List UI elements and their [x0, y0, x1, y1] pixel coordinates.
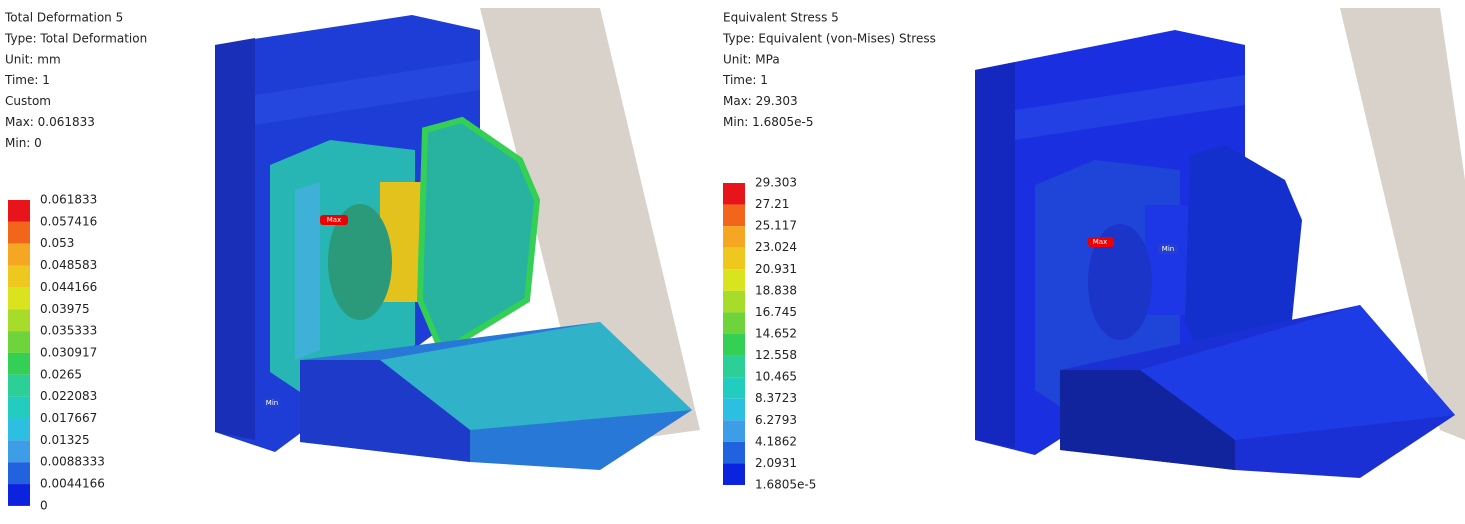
legend-label: 25.117 [755, 219, 797, 233]
header-line: Type: Equivalent (von-Mises) Stress [722, 31, 936, 45]
legend-label: 0.0044166 [40, 477, 105, 491]
legend-label: 2.0931 [755, 456, 797, 470]
header-line: Total Deformation 5 [4, 11, 123, 25]
legend-label: 27.21 [755, 197, 789, 211]
probe-tag: Max [1093, 238, 1107, 246]
legend-label: 8.3723 [755, 391, 797, 405]
legend-label: 20.931 [755, 262, 797, 276]
legend-band [8, 243, 30, 266]
legend-band [723, 420, 745, 442]
legend-label: 29.303 [755, 176, 797, 190]
legend-label: 0.053 [40, 236, 74, 250]
legend-band [8, 331, 30, 353]
legend-band [723, 312, 745, 334]
legend-band [723, 290, 745, 313]
legend-band [8, 374, 30, 397]
header-line: Min: 0 [5, 136, 42, 150]
legend-label: 0.044166 [40, 280, 97, 294]
header-line: Time: 1 [722, 73, 768, 87]
probe-tag: Min [1162, 245, 1174, 253]
legend-band [723, 204, 745, 227]
legend-band [723, 398, 745, 421]
legend-band [8, 396, 30, 419]
model-stress [975, 8, 1465, 478]
legend-band [723, 377, 745, 399]
header-line: Equivalent Stress 5 [723, 11, 839, 25]
legend-band [8, 221, 30, 244]
min-tag-box [1158, 244, 1178, 254]
header-line: Min: 1.6805e-5 [723, 115, 814, 129]
probe-tag: Max [327, 216, 341, 224]
header-line: Unit: MPa [723, 52, 780, 66]
max-tag-box [320, 215, 348, 225]
model-deformation [215, 8, 700, 470]
legend-band [723, 441, 745, 464]
legend-label: 14.652 [755, 326, 797, 340]
legend-band [8, 309, 30, 332]
legend-label: 0.035333 [40, 324, 97, 338]
legend-band [8, 200, 30, 222]
header-line: Time: 1 [4, 73, 50, 87]
legend-band [8, 484, 30, 506]
legend-label: 6.2793 [755, 413, 797, 427]
legend-label: 18.838 [755, 283, 797, 297]
legend-label: 0.0265 [40, 367, 82, 381]
legend-label: 10.465 [755, 370, 797, 384]
legend-label: 0 [40, 498, 48, 512]
legend-label: 23.024 [755, 240, 797, 254]
min-tag-box [262, 398, 282, 408]
legend-band [8, 287, 30, 310]
header-line: Max: 29.303 [723, 94, 798, 108]
legend-label: 0.061833 [40, 193, 97, 207]
header-line: Max: 0.061833 [5, 115, 95, 129]
legend-label: 0.017667 [40, 411, 97, 425]
legend-band [723, 355, 745, 378]
header-line: Unit: mm [5, 52, 61, 66]
legend-label: 0.03975 [40, 302, 90, 316]
legend-label: 0.0088333 [40, 455, 105, 469]
legend-band [723, 333, 745, 356]
legend-band [8, 352, 30, 375]
legend-label: 0.022083 [40, 389, 97, 403]
probe-tag: Min [266, 399, 278, 407]
legend-band [723, 463, 745, 485]
header-line: Custom [5, 94, 51, 108]
legend-band [723, 183, 745, 205]
legend-label: 16.745 [755, 305, 797, 319]
legend-band [8, 462, 30, 485]
legend-band [723, 269, 745, 291]
legend-band [723, 247, 745, 270]
legend-label: 4.1862 [755, 434, 797, 448]
header-line: Type: Total Deformation [4, 31, 147, 45]
legend-label: 0.057416 [40, 214, 97, 228]
legend-label: 0.01325 [40, 433, 90, 447]
legend-label: 0.048583 [40, 258, 97, 272]
legend-band [8, 418, 30, 441]
legend-band [8, 265, 30, 288]
legend-band [8, 440, 30, 463]
max-tag-box [1088, 237, 1114, 247]
legend-band [723, 226, 745, 248]
legend-label: 0.030917 [40, 345, 97, 359]
legend-label: 12.558 [755, 348, 797, 362]
legend-label: 1.6805e-5 [755, 477, 816, 491]
